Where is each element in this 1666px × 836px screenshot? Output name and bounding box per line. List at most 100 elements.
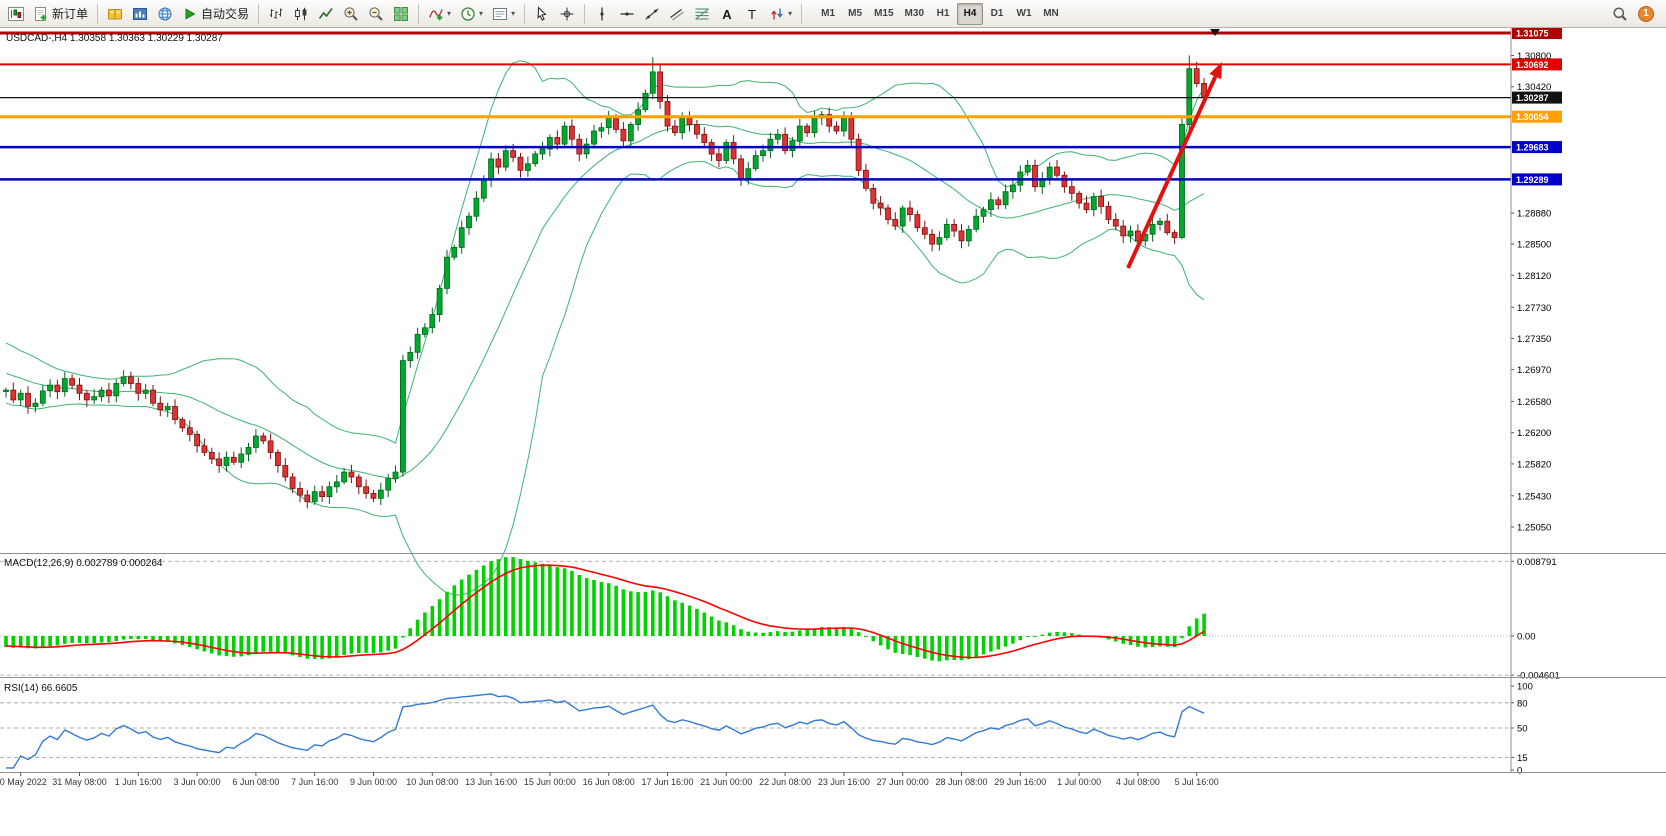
timeframe-mn-button[interactable]: MN	[1038, 3, 1064, 25]
svg-text:1 Jul 00:00: 1 Jul 00:00	[1057, 777, 1101, 787]
svg-text:9 Jun 00:00: 9 Jun 00:00	[350, 777, 397, 787]
timeframe-d1-button[interactable]: D1	[984, 3, 1010, 25]
fibonacci-button[interactable]	[690, 2, 714, 26]
annotations[interactable]	[1126, 29, 1222, 269]
tile-windows-icon	[394, 6, 409, 21]
toolbar-separator	[524, 3, 526, 24]
text-icon: A	[722, 6, 732, 21]
panel-separators[interactable]	[0, 28, 1666, 773]
bar-chart-button[interactable]	[264, 2, 288, 26]
data-window-button[interactable]	[128, 2, 152, 26]
macd-panel: 0.008791 0.00 -0.004601	[0, 557, 1560, 682]
svg-text:4 Jul 08:00: 4 Jul 08:00	[1116, 777, 1160, 787]
rsi-panel: 100 80 50 15 0	[0, 682, 1533, 777]
indicators-icon	[429, 8, 443, 20]
horizontal-line-icon	[620, 11, 634, 16]
terminal-chart-icon[interactable]	[4, 2, 28, 26]
timeframe-w1-button[interactable]: W1	[1011, 3, 1037, 25]
cursor-button[interactable]	[530, 2, 554, 26]
templates-button[interactable]: ▾	[488, 2, 519, 26]
timeframe-h4-button[interactable]: H4	[957, 2, 983, 25]
svg-text:-0.004601: -0.004601	[1517, 671, 1560, 682]
timeframe-m30-button[interactable]: M30	[900, 3, 929, 25]
vertical-line-icon	[600, 7, 604, 20]
svg-text:29 Jun 16:00: 29 Jun 16:00	[994, 777, 1046, 787]
timeframe-m15-button[interactable]: M15	[869, 3, 898, 25]
web-community-button[interactable]	[153, 2, 177, 26]
text-button[interactable]: A	[715, 2, 739, 26]
line-chart-icon	[318, 7, 333, 19]
svg-text:7 Jun 16:00: 7 Jun 16:00	[291, 777, 338, 787]
periods-icon	[461, 6, 475, 21]
price-axis: 1.30800 1.30420 1.28880 1.28500 1.28120 1.277…	[1511, 51, 1551, 534]
candlestick-chart-icon	[295, 7, 307, 20]
svg-text:10 Jun 08:00: 10 Jun 08:00	[406, 777, 458, 787]
toolbar-right: 1	[1608, 2, 1662, 26]
toolbar-separator	[97, 3, 99, 24]
label-icon: T	[748, 6, 756, 21]
search-button[interactable]	[1608, 2, 1632, 26]
time-axis: 30 May 2022 31 May 08:00 1 Jun 16:00 3 Jun …	[0, 772, 1219, 787]
candlestick-chart-button[interactable]	[289, 2, 313, 26]
channel-icon	[670, 8, 684, 20]
svg-text:1.30420: 1.30420	[1517, 82, 1551, 93]
timeframe-h1-button[interactable]: H1	[930, 3, 956, 25]
timeframe-group: M1 M5 M15 M30 H1 H4 D1 W1 MN	[815, 2, 1064, 25]
zoom-out-button[interactable]	[364, 2, 388, 26]
candles[interactable]	[3, 55, 1207, 509]
svg-text:17 Jun 16:00: 17 Jun 16:00	[641, 777, 693, 787]
svg-text:0.00: 0.00	[1517, 632, 1536, 643]
bar-chart-icon	[269, 8, 283, 19]
vertical-line-button[interactable]	[590, 2, 614, 26]
line-chart-button[interactable]	[314, 2, 338, 26]
svg-text:50: 50	[1517, 724, 1528, 735]
svg-text:30 May 2022: 30 May 2022	[0, 777, 47, 787]
horizontal-line-button[interactable]	[615, 2, 639, 26]
toolbar-separator	[418, 3, 420, 24]
zoom-in-icon	[344, 6, 358, 21]
timeframe-m1-button[interactable]: M1	[815, 3, 841, 25]
timeframe-m5-button[interactable]: M5	[842, 3, 868, 25]
svg-text:100: 100	[1517, 682, 1533, 693]
chevron-down-icon: ▾	[479, 9, 484, 18]
periods-button[interactable]: ▾	[456, 2, 487, 26]
new-order-button[interactable]: 新订单	[29, 2, 92, 26]
svg-text:13 Jun 16:00: 13 Jun 16:00	[465, 777, 517, 787]
label-button[interactable]: T	[740, 2, 764, 26]
market-watch-icon	[108, 8, 123, 19]
zoom-in-button[interactable]	[339, 2, 363, 26]
data-window-icon	[133, 7, 148, 20]
macd-label: MACD(12,26,9) 0.002789 0.000264	[4, 558, 163, 569]
trendline-button[interactable]	[640, 2, 664, 26]
trendline-icon	[645, 7, 659, 20]
channel-button[interactable]	[665, 2, 689, 26]
autotrading-icon	[185, 7, 196, 20]
svg-text:1.31075: 1.31075	[1516, 29, 1549, 39]
svg-text:80: 80	[1517, 698, 1528, 709]
svg-text:1 Jun 16:00: 1 Jun 16:00	[115, 777, 162, 787]
price-level-lines[interactable]: 1.31075 1.30692 1.30287 1.30054 1.29683 1.292…	[0, 27, 1562, 186]
svg-text:1.26580: 1.26580	[1517, 397, 1551, 408]
svg-text:1.25820: 1.25820	[1517, 459, 1551, 470]
svg-text:5 Jul 16:00: 5 Jul 16:00	[1175, 777, 1219, 787]
toolbar-separator	[584, 3, 586, 24]
autotrading-button[interactable]: 自动交易	[178, 2, 253, 26]
trend-arrow[interactable]	[1126, 75, 1218, 269]
market-watch-button[interactable]	[103, 2, 127, 26]
svg-text:31 May 08:00: 31 May 08:00	[52, 777, 107, 787]
indicators-button[interactable]: ▾	[424, 2, 455, 26]
arrows-button[interactable]: ▾	[765, 2, 796, 26]
svg-text:22 Jun 08:00: 22 Jun 08:00	[759, 777, 811, 787]
svg-text:1.28500: 1.28500	[1517, 240, 1551, 251]
new-order-icon	[35, 6, 47, 21]
svg-text:23 Jun 16:00: 23 Jun 16:00	[818, 777, 870, 787]
notification-badge[interactable]: 1	[1638, 5, 1654, 22]
svg-text:21 Jun 00:00: 21 Jun 00:00	[700, 777, 752, 787]
svg-text:0: 0	[1517, 766, 1522, 777]
tile-windows-button[interactable]	[389, 2, 413, 26]
chart-background	[0, 28, 1666, 790]
crosshair-button[interactable]	[555, 2, 579, 26]
svg-text:0.008791: 0.008791	[1517, 557, 1557, 568]
toolbar: 新订单 自动交易 ▾ ▾ ▾ A T ▾ M1 M5 M15 M30 H1 H4 D1 W1 MN 1	[0, 0, 1666, 28]
